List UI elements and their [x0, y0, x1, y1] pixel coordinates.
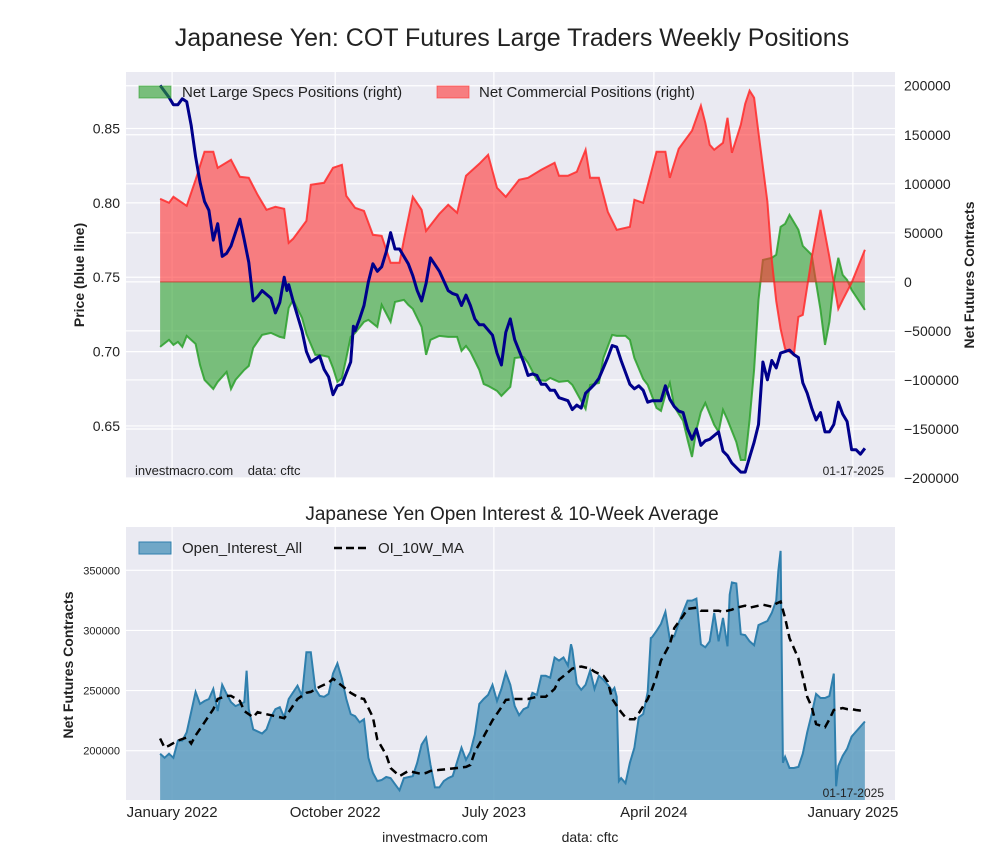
large-specs-line	[159, 212, 866, 461]
left-tick-label: 0.75	[93, 269, 120, 285]
legend-label-commercial: Net Commercial Positions (right)	[479, 84, 695, 101]
oi-10w-ma-line	[158, 599, 866, 778]
large-specs-area	[160, 214, 865, 460]
top-date-annotation: 01-17-2025	[823, 464, 885, 478]
open-interest-line	[159, 550, 866, 793]
main-title: Japanese Yen: COT Futures Large Traders …	[175, 24, 849, 52]
legend-label-open-interest: Open_Interest_All	[182, 540, 302, 557]
bottom-tick-label: 350000	[83, 565, 120, 577]
commercial-area	[160, 90, 865, 355]
bottom-tick-label: 200000	[83, 746, 120, 758]
bottom-tick-label: 250000	[83, 686, 120, 698]
x-tick-label: April 2024	[620, 804, 688, 821]
top-legend: Net Large Specs Positions (right) Net Co…	[138, 84, 695, 101]
price-line	[158, 84, 867, 474]
footer-data: data: cftc	[562, 829, 619, 845]
bottom-y-axis-ticks: 200000 250000 300000 350000	[83, 565, 120, 757]
bottom-series	[158, 550, 866, 800]
left-tick-label: 0.85	[93, 121, 120, 137]
left-axis-label: Price (blue line)	[71, 223, 87, 327]
open-interest-area	[160, 550, 865, 800]
oi-chart-title: Japanese Yen Open Interest & 10-Week Ave…	[305, 504, 718, 525]
x-axis-ticks: January 2022 October 2022 July 2023 April 2…	[127, 804, 899, 821]
top-position-areas	[159, 88, 866, 461]
footer-site: investmacro.com	[382, 829, 488, 845]
commercial-line	[159, 88, 866, 357]
bottom-legend: Open_Interest_All OI_10W_MA	[138, 540, 464, 557]
left-tick-label: 0.80	[93, 195, 120, 211]
bottom-y-axis-label: Net Futures Contracts	[60, 591, 76, 738]
left-tick-label: 0.70	[93, 344, 120, 360]
right-tick-label: −100000	[904, 372, 959, 388]
right-tick-label: 100000	[904, 176, 951, 192]
legend-label-ma: OI_10W_MA	[378, 540, 464, 557]
right-tick-label: 50000	[904, 225, 943, 241]
left-tick-label: 0.65	[93, 418, 120, 434]
right-tick-label: −200000	[904, 470, 959, 486]
right-tick-label: −50000	[904, 323, 951, 339]
x-tick-label: January 2022	[127, 804, 218, 821]
x-tick-label: October 2022	[290, 804, 381, 821]
left-axis-ticks: 0.65 0.70 0.75 0.80 0.85	[93, 121, 120, 434]
right-tick-label: 200000	[904, 78, 951, 94]
legend-swatch-open-interest	[138, 541, 172, 555]
bottom-date-annotation: 01-17-2025	[823, 786, 885, 800]
legend-label-large-specs: Net Large Specs Positions (right)	[182, 84, 402, 101]
right-tick-label: 0	[904, 274, 912, 290]
x-tick-label: July 2023	[462, 804, 526, 821]
source-annotation: investmacro.com data: cftc	[135, 463, 301, 478]
price-line-group	[158, 84, 867, 474]
right-axis-ticks: −200000 −150000 −100000 −50000 0 50000 100000 1…	[904, 78, 959, 486]
x-tick-label: January 2025	[807, 804, 898, 821]
right-tick-label: 150000	[904, 127, 951, 143]
right-axis-label: Net Futures Contracts	[961, 201, 977, 348]
legend-swatch-large-specs	[138, 85, 172, 99]
legend-swatch-commercial	[436, 85, 470, 99]
bottom-tick-label: 300000	[83, 625, 120, 637]
right-tick-label: −150000	[904, 421, 959, 437]
